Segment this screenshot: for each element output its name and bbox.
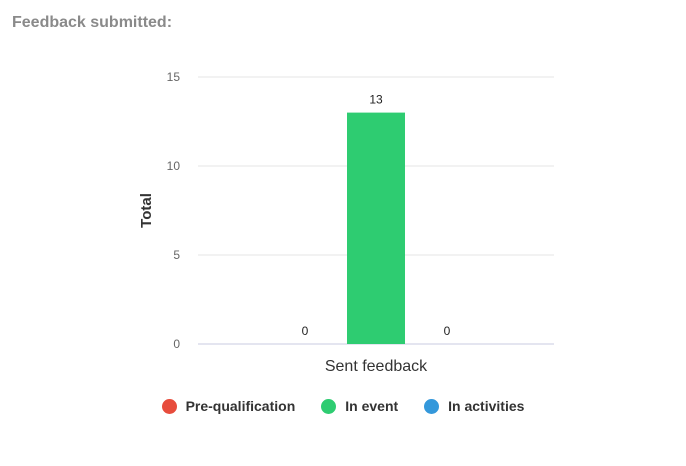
page-title: Feedback submitted: (12, 14, 173, 31)
legend-label-in-event: In event (345, 398, 399, 414)
chart-legend: Pre-qualification In event In activities (0, 398, 686, 414)
legend-label-pre-qualification: Pre-qualification (185, 398, 296, 414)
legend-label-in-activities: In activities (448, 398, 525, 414)
y-tick-label: 10 (167, 159, 181, 173)
legend-item-in-activities[interactable]: In activities (424, 398, 524, 414)
legend-item-in-event[interactable]: In event (321, 398, 398, 414)
legend-item-pre-qualification[interactable]: Pre-qualification (161, 398, 296, 414)
data-label-in-activities: 0 (444, 324, 451, 338)
y-tick-label: 5 (173, 248, 180, 262)
legend-marker-in-event (321, 398, 337, 414)
bar-in-event (347, 112, 405, 344)
y-tick-label: 15 (167, 70, 181, 84)
y-tick-label: 0 (173, 337, 180, 351)
data-label-pre-qualification: 0 (302, 324, 309, 338)
y-axis-title: Total (138, 193, 155, 228)
x-category-label: Sent feedback (325, 358, 428, 375)
data-label-in-event: 13 (369, 93, 383, 107)
legend-marker-pre-qualification (161, 398, 177, 414)
legend-marker-in-activities (424, 398, 440, 414)
feedback-bar-chart: 0 5 10 15 Total 0 13 0 Sent feedback (138, 70, 554, 375)
